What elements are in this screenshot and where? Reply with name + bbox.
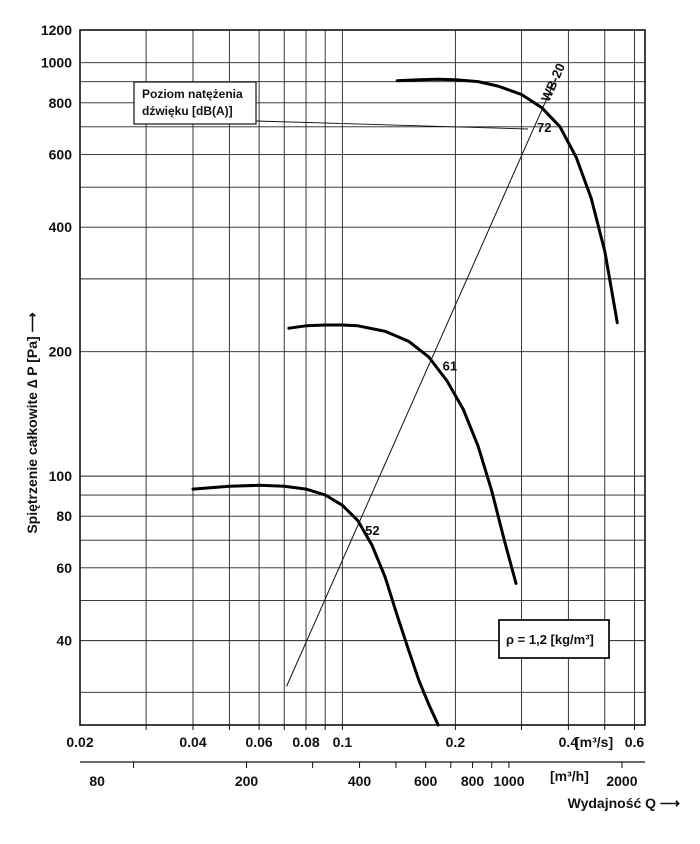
x-axis-label: Wydajność Q ⟶ [568, 795, 680, 811]
grid [80, 30, 645, 725]
sound-level-legend-line-1: Poziom natężenia [142, 87, 243, 101]
y-tick-label: 1000 [41, 55, 72, 71]
performance-curve-1 [191, 483, 440, 727]
y-tick-label: 100 [49, 468, 73, 484]
density-label: ρ = 1,2 [kg/m³] [506, 632, 594, 647]
y-tick-label: 60 [56, 560, 72, 576]
x-tick-label: 0.1 [333, 734, 353, 750]
axes: 1200 1000 800 600 400 200 100 80 60 40 0.02 0.04 0.0… [41, 22, 646, 789]
y-tick-label: 1200 [41, 22, 72, 38]
x-tick-label: 0.4 [559, 734, 579, 750]
x-tick-label: 0.08 [292, 734, 319, 750]
x-tick-label: 0.06 [245, 734, 272, 750]
fan-model-label: WB-20 [538, 61, 568, 104]
sound-level-legend-line-2: dźwięku [dB(A)] [142, 104, 233, 118]
performance-curve-2 [287, 323, 518, 585]
x-secondary-tick-label: 800 [461, 773, 485, 789]
x-secondary-tick-label: 80 [89, 773, 105, 789]
sound-level-pointer-line [255, 120, 529, 130]
y-tick-label: 80 [56, 508, 72, 524]
sound-level-label-61: 61 [443, 359, 457, 374]
density-box-group: ρ = 1,2 [kg/m³] [498, 619, 610, 659]
x-tick-label: 0.6 [625, 734, 645, 750]
x-tick-label: 0.02 [66, 734, 93, 750]
x-secondary-tick-label: 600 [414, 773, 438, 789]
x-secondary-tick-label: 400 [348, 773, 372, 789]
y-tick-label: 200 [49, 344, 73, 360]
sound-level-label-52: 52 [365, 523, 379, 538]
x-secondary-tick-label: 1000 [493, 773, 524, 789]
plot-frame [79, 29, 646, 726]
sound-level-legend: Poziom natężenia dźwięku [dB(A)] [133, 81, 257, 125]
x-unit-label: [m³/s] [575, 734, 613, 750]
x-unit-secondary-label: [m³/h] [550, 768, 589, 784]
y-axis-label: Spiętrzenie całkowite ∆ P [Pa] ⟶ [24, 312, 40, 533]
density-box [498, 619, 610, 659]
sound-level-label-72: 72 [537, 120, 551, 135]
y-tick-label: 600 [49, 146, 73, 162]
sound-level-line [286, 83, 554, 687]
sound-level-legend-box [133, 81, 257, 125]
y-tick-label: 800 [49, 95, 73, 111]
x-secondary-tick-label: 200 [235, 773, 259, 789]
y-tick-label: 400 [49, 219, 73, 235]
x-tick-label: 0.04 [179, 734, 206, 750]
x-secondary-tick-label: 2000 [606, 773, 637, 789]
performance-curve-3 [395, 77, 619, 325]
x-tick-label: 0.2 [446, 734, 466, 750]
y-tick-label: 40 [56, 633, 72, 649]
